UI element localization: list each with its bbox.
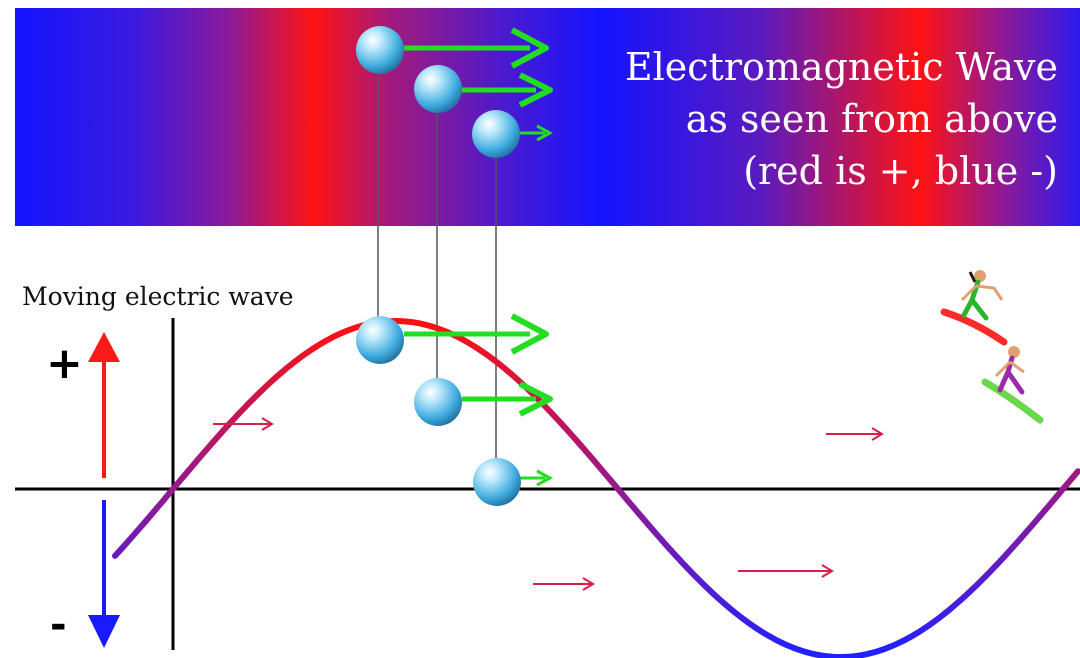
arrow-right-icon: [213, 417, 274, 431]
force-arrow-top-1: [404, 27, 549, 69]
polarity-band: [15, 8, 1080, 226]
particle-sphere-icon: [356, 316, 404, 364]
minus-sign: -: [50, 602, 67, 648]
force-arrow-wave-3: [517, 469, 554, 487]
force-arrow-top-2: [462, 72, 553, 108]
wave-label: Moving electric wave: [22, 282, 294, 311]
electric-wave-curve: [112, 318, 1080, 658]
particle-sphere-icon: [356, 26, 404, 74]
particle-sphere-icon: [472, 110, 520, 158]
particle-sphere-icon: [414, 65, 462, 113]
surfer-icon: [940, 270, 1008, 346]
arrow-right-icon: [533, 577, 595, 591]
title-line-3: (red is +, blue -): [743, 149, 1058, 193]
arrow-down-icon: [88, 500, 120, 648]
arrow-right-icon: [738, 564, 834, 578]
particle-sphere-icon: [414, 378, 462, 426]
arrow-right-icon: [826, 427, 884, 441]
plus-sign: +: [46, 338, 83, 389]
force-arrow-wave-1: [404, 313, 549, 355]
title-line-2: as seen from above: [686, 97, 1058, 141]
force-arrow-top-3: [517, 124, 554, 142]
force-arrow-wave-2: [462, 381, 553, 417]
particle-sphere-icon: [473, 458, 521, 506]
arrow-up-icon: [88, 332, 120, 478]
title-line-1: Electromagnetic Wave: [625, 45, 1058, 89]
surfer-icon: [981, 346, 1044, 424]
